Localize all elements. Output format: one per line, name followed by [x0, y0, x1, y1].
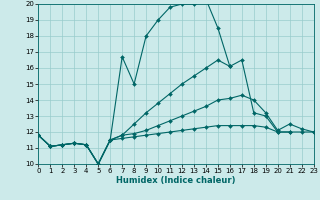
X-axis label: Humidex (Indice chaleur): Humidex (Indice chaleur)	[116, 176, 236, 185]
